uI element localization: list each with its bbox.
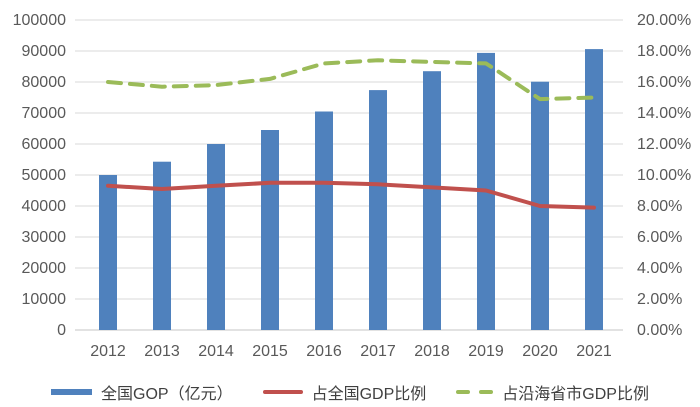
- x-axis-label-2015: 2015: [252, 343, 288, 360]
- coastal-share-dashed-line: [106, 58, 596, 102]
- bar-2021: [585, 49, 603, 330]
- right-axis-tick-label: 2.00%: [637, 291, 682, 308]
- left-axis-tick-label: 100000: [13, 12, 66, 29]
- left-axis-tick-label: 50000: [22, 167, 67, 184]
- right-axis-tick-label: 0.00%: [637, 322, 682, 339]
- left-axis-tick-label: 10000: [22, 291, 67, 308]
- x-axis-label-2019: 2019: [468, 343, 504, 360]
- right-axis-tick-label: 18.00%: [637, 43, 691, 60]
- right-axis-tick-label: 14.00%: [637, 105, 691, 122]
- green-dashed-swatch: [456, 390, 494, 394]
- bar-2012: [99, 175, 117, 330]
- legend-item-coastal-gdp-share: 占沿海省市GDP比例: [456, 380, 649, 404]
- green-dash-segment: [456, 390, 471, 394]
- national-share-line: [106, 180, 596, 210]
- chart-legend: 全国GOP（亿元） 占全国GDP比例 占沿海省市GDP比例: [0, 380, 700, 404]
- legend-label-coastal-share: 占沿海省市GDP比例: [502, 386, 649, 403]
- x-axis-label-2014: 2014: [198, 343, 234, 360]
- x-axis-label-2020: 2020: [522, 343, 558, 360]
- legend-label-national-share: 占全国GDP比例: [311, 386, 427, 403]
- bar-2013: [153, 161, 171, 330]
- left-axis-tick-label: 0: [57, 322, 66, 339]
- right-axis-tick-label: 16.00%: [637, 74, 691, 91]
- right-axis-tick-label: 10.00%: [637, 167, 691, 184]
- bar-2015: [261, 130, 279, 330]
- right-axis-tick-label: 4.00%: [637, 260, 682, 277]
- left-axis-tick-label: 40000: [22, 198, 67, 215]
- bar-2016: [315, 111, 333, 330]
- bar-2017: [369, 90, 387, 330]
- red-line-swatch: [262, 390, 303, 394]
- x-axis-label-2016: 2016: [306, 343, 342, 360]
- bar-series-swatch: [51, 389, 93, 395]
- legend-item-gop-bar: 全国GOP（亿元）: [51, 380, 233, 404]
- x-axis-label-2021: 2021: [576, 343, 612, 360]
- combo-chart: 0 0.00% 10000 2.00% 20000 4.00% 30000 6.00% 4000…: [13, 12, 692, 360]
- green-dash-segment: [479, 390, 494, 394]
- legend-item-national-gdp-share: 占全国GDP比例: [262, 380, 427, 404]
- left-axis-tick-label: 80000: [22, 74, 67, 91]
- bar-2014: [207, 144, 225, 330]
- left-axis-tick-label: 20000: [22, 260, 67, 277]
- x-axis-label-2012: 2012: [90, 343, 126, 360]
- right-axis-tick-label: 20.00%: [637, 12, 691, 29]
- left-axis-tick-label: 60000: [22, 136, 67, 153]
- left-axis-tick-label: 30000: [22, 229, 67, 246]
- x-axis-label-2017: 2017: [360, 343, 396, 360]
- legend-label-gop: 全国GOP（亿元）: [101, 386, 233, 403]
- x-axis-label-2013: 2013: [144, 343, 180, 360]
- bar-2018: [423, 71, 441, 330]
- right-axis-tick-label: 6.00%: [637, 229, 682, 246]
- x-axis-label-2018: 2018: [414, 343, 450, 360]
- left-axis-tick-label: 90000: [22, 43, 67, 60]
- right-axis-tick-label: 12.00%: [637, 136, 691, 153]
- left-axis-tick-label: 70000: [22, 105, 67, 122]
- right-axis-tick-label: 8.00%: [637, 198, 682, 215]
